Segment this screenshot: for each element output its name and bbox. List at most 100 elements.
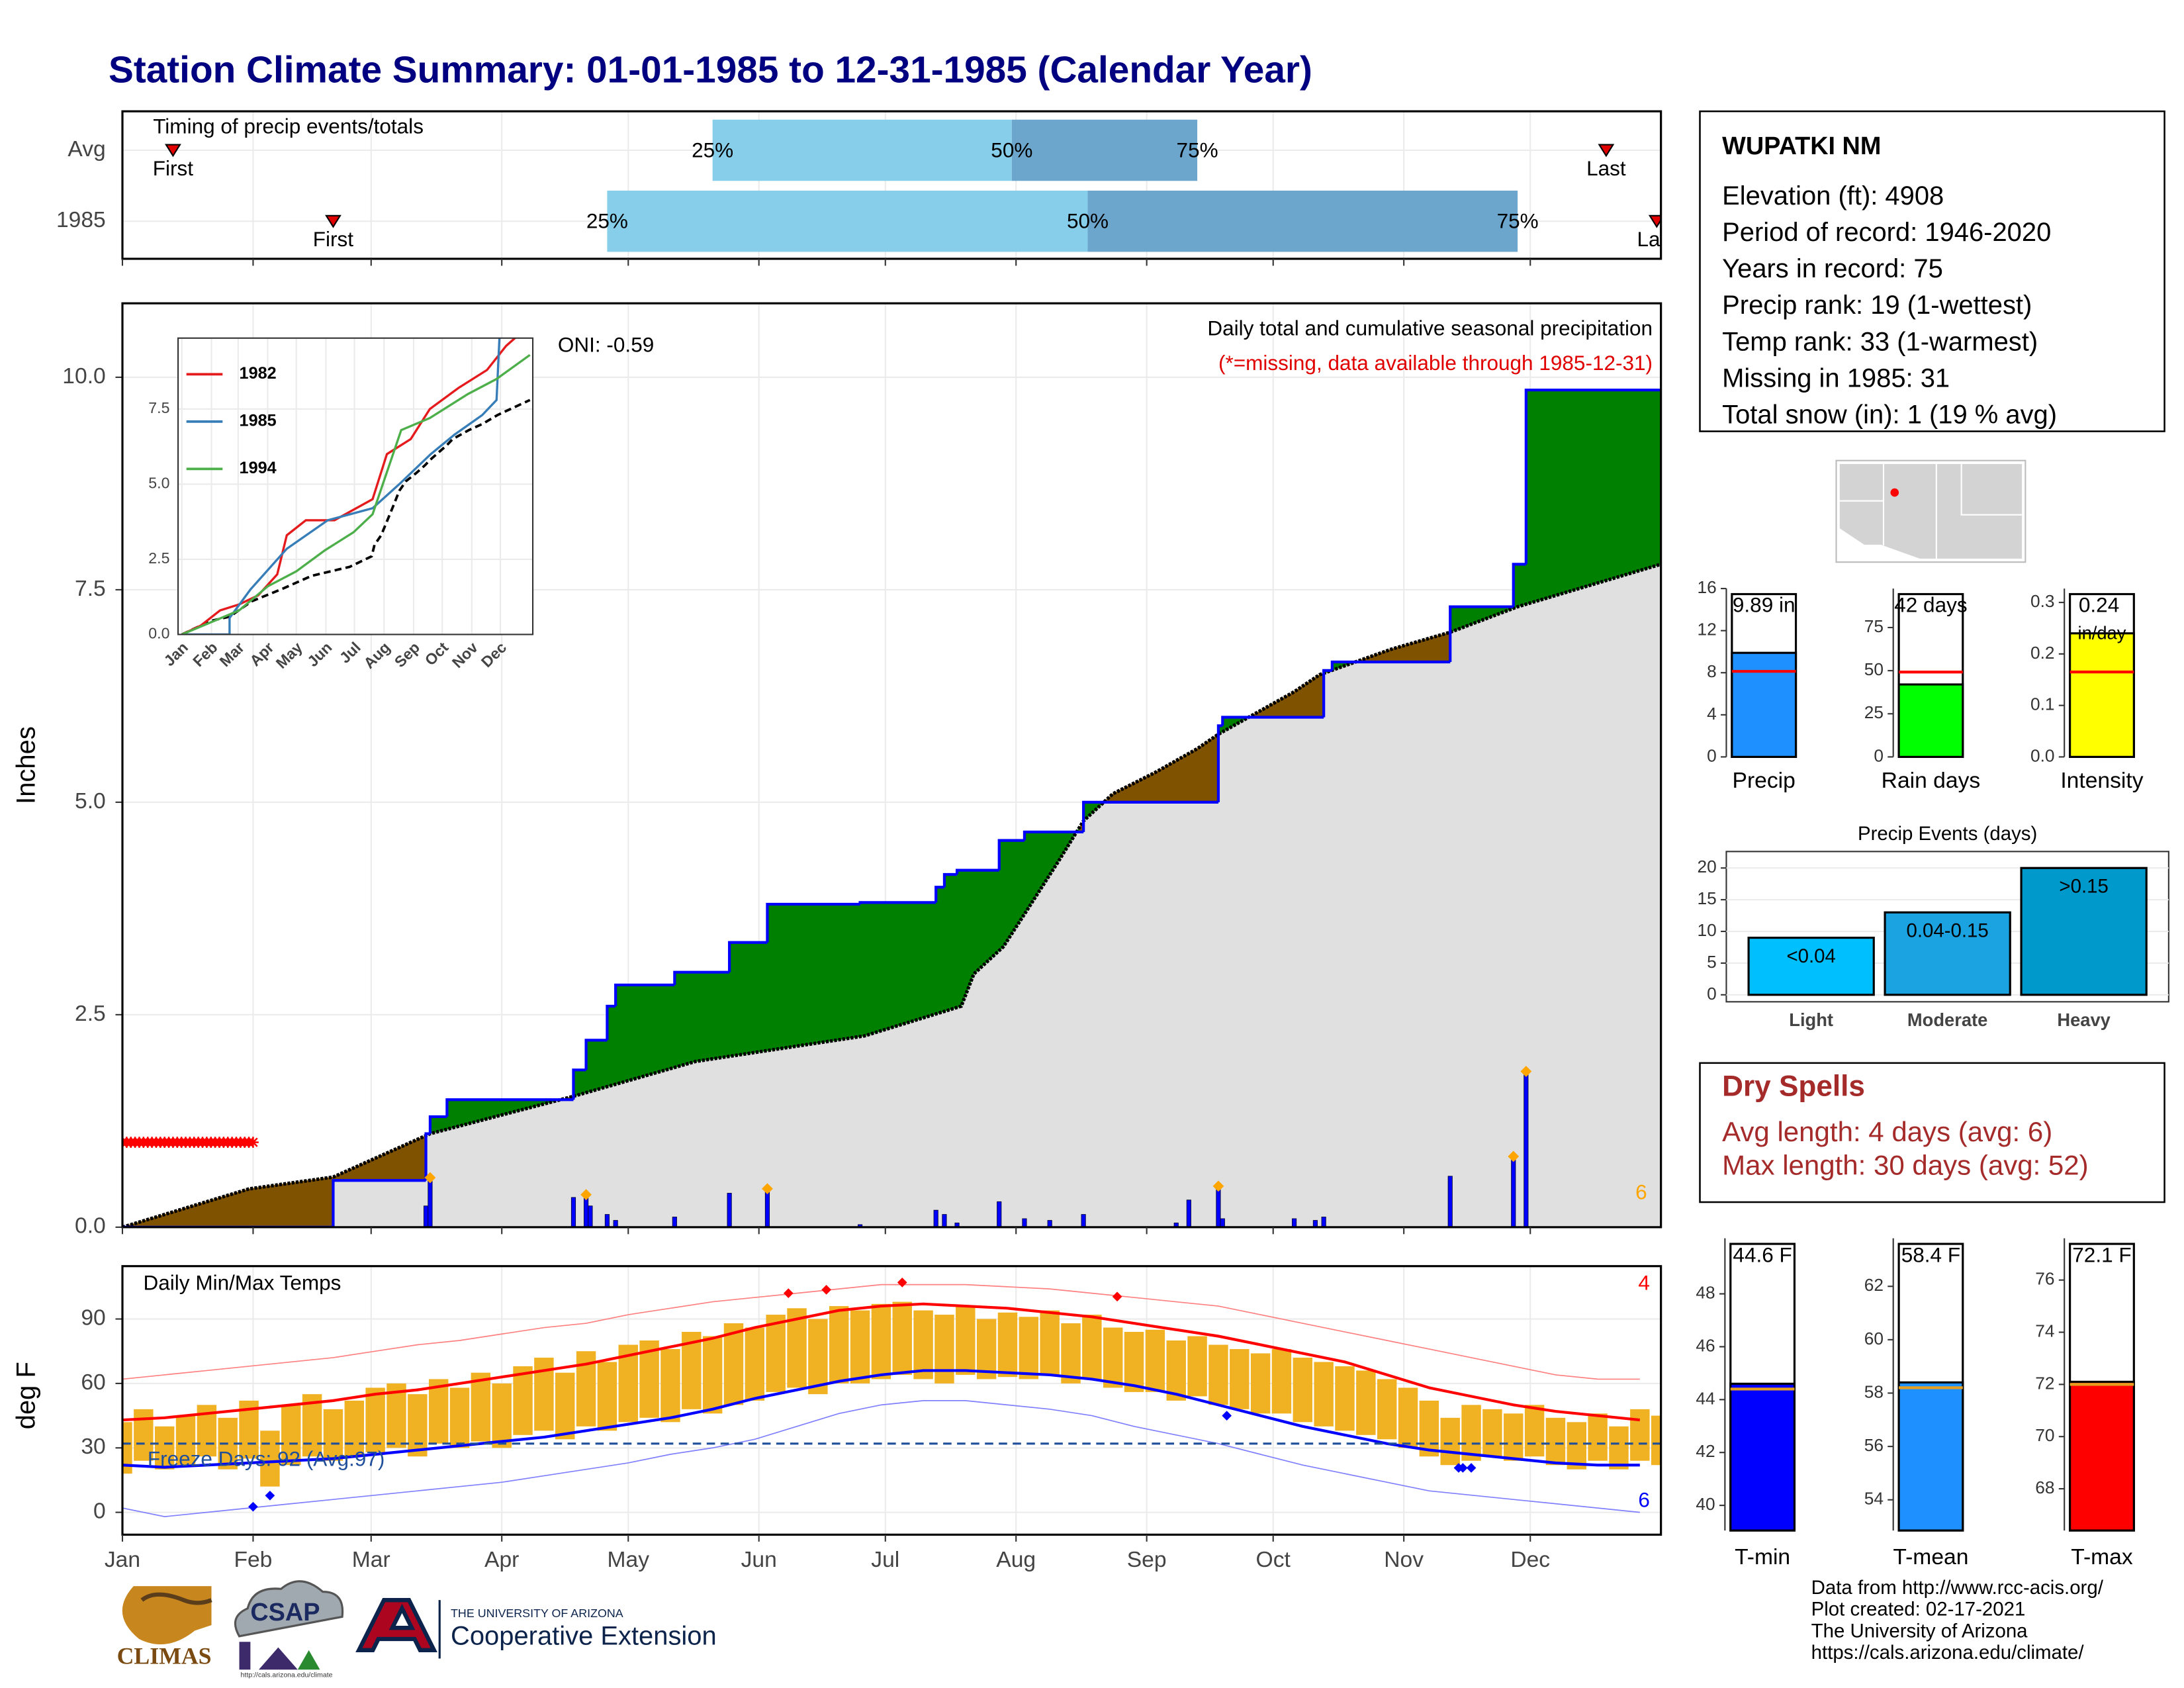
x-tick-label: Nov bbox=[1384, 1548, 1424, 1572]
y-tick-label: 44 bbox=[1696, 1388, 1715, 1408]
cumulative-step bbox=[1216, 724, 1223, 802]
cumulative-step bbox=[858, 901, 936, 904]
avg-min-line bbox=[122, 1369, 1640, 1469]
daily-range-bar bbox=[1356, 1370, 1376, 1435]
percent-label: 25% bbox=[586, 209, 628, 233]
daily-range-bar bbox=[913, 1310, 933, 1380]
record-marker bbox=[783, 1288, 794, 1298]
gauge-bar bbox=[1729, 1382, 1796, 1532]
credit-line: The University of Arizona bbox=[1811, 1620, 2028, 1642]
avg-max-line bbox=[122, 1302, 1641, 1422]
daily-range-bar bbox=[344, 1400, 364, 1457]
record-marker bbox=[248, 1501, 258, 1512]
daily-range-bar bbox=[1166, 1340, 1186, 1401]
daily-range-bar bbox=[1651, 1415, 1661, 1466]
y-tick-label: 5 bbox=[1707, 952, 1717, 972]
dry-spells-title: Dry Spells bbox=[1722, 1070, 1865, 1102]
row-label: 1985 bbox=[56, 208, 106, 232]
daily-range-bar bbox=[281, 1405, 301, 1466]
y-tick-label: 76 bbox=[2035, 1269, 2054, 1289]
daily-range-bar bbox=[1419, 1400, 1439, 1457]
value-label-part: in/day bbox=[2078, 623, 2126, 643]
y-tick-label: 4 bbox=[1707, 704, 1717, 724]
csap-tree bbox=[297, 1650, 320, 1670]
x-tick-label: May bbox=[608, 1548, 650, 1572]
daily-range-bar bbox=[1504, 1413, 1524, 1461]
cumulative-step bbox=[1449, 605, 1514, 663]
station-box bbox=[1699, 110, 2165, 432]
daily-bar bbox=[1047, 1220, 1052, 1227]
cumulative-step bbox=[1023, 830, 1084, 841]
range-bar bbox=[1011, 119, 1198, 181]
y-tick-label: 70 bbox=[2035, 1425, 2054, 1445]
daily-range-bar bbox=[808, 1319, 828, 1395]
y-tick-label: 10 bbox=[1698, 920, 1717, 940]
daily-range-bar bbox=[1019, 1317, 1039, 1380]
cumulative-step bbox=[572, 1068, 586, 1100]
legend-label: 1985 bbox=[240, 412, 277, 430]
inset-panel bbox=[178, 338, 533, 635]
daily-range-bar bbox=[122, 1422, 132, 1474]
inset-y-tick-label: 2.5 bbox=[148, 549, 169, 567]
cumulative-step bbox=[428, 1115, 447, 1134]
dry-spells-lines: Avg length: 4 days (avg: 6)Max length: 3… bbox=[1722, 1116, 2089, 1180]
daily-bar bbox=[1447, 1176, 1453, 1227]
inset-border bbox=[177, 337, 534, 635]
daily-range-bar bbox=[1145, 1329, 1165, 1392]
extreme-count: 6 bbox=[1635, 1180, 1647, 1204]
cumulative-step bbox=[942, 872, 958, 888]
csap-cloud bbox=[234, 1580, 344, 1638]
range-bar bbox=[607, 190, 1088, 252]
daily-bar bbox=[1312, 1220, 1318, 1227]
dry-spell-line: Avg length: 4 days (avg: 6) bbox=[1722, 1116, 2052, 1147]
daily-range-bar bbox=[997, 1312, 1018, 1378]
category-label: Moderate bbox=[1907, 1009, 1987, 1030]
legend-label: 1982 bbox=[240, 364, 277, 383]
percent-label: 75% bbox=[1177, 138, 1218, 162]
daily-bar bbox=[997, 1201, 1002, 1227]
value-label: 58.4 F bbox=[1901, 1243, 1960, 1266]
bar bbox=[2020, 867, 2148, 996]
daily-range-bar bbox=[260, 1430, 280, 1487]
gauge-bar bbox=[1897, 1381, 1964, 1532]
station-line: Period of record: 1946-2020 bbox=[1722, 218, 2051, 247]
cumulative-step bbox=[614, 983, 675, 1007]
daily-range-bar bbox=[1187, 1336, 1207, 1397]
daily-range-bar bbox=[850, 1310, 870, 1383]
y-tick-label: 48 bbox=[1696, 1282, 1715, 1302]
daily-range-bar bbox=[1377, 1379, 1397, 1440]
daily-bar bbox=[1216, 1188, 1221, 1227]
daily-range-bar bbox=[1335, 1366, 1355, 1431]
category-label: T-mean bbox=[1893, 1545, 1968, 1570]
daily-range-bar bbox=[829, 1306, 849, 1383]
cumulative-step bbox=[934, 886, 944, 903]
inset-y-tick-label: 7.5 bbox=[148, 399, 169, 416]
gauge-bar bbox=[2069, 632, 2135, 758]
y-axis-title: deg F bbox=[12, 1362, 41, 1429]
daily-bar bbox=[1022, 1218, 1027, 1227]
panel-border bbox=[121, 110, 1662, 260]
missing-note: (*=missing, data available through 1985-… bbox=[1218, 351, 1653, 375]
x-tick-label: Jul bbox=[871, 1548, 899, 1572]
daily-bar bbox=[1220, 1218, 1225, 1227]
legend-label: 1994 bbox=[240, 459, 277, 477]
cumulative-step bbox=[1082, 800, 1218, 832]
event-label: First bbox=[313, 227, 354, 251]
coop-text: Cooperative Extension bbox=[451, 1621, 717, 1650]
subtitle: Daily total and cumulative seasonal prec… bbox=[1207, 316, 1653, 340]
value-label: 9.89 in bbox=[1733, 593, 1796, 617]
daily-range-bar bbox=[1208, 1344, 1228, 1405]
station-line: Years in record: 75 bbox=[1722, 254, 1943, 283]
category-label: T-max bbox=[2071, 1545, 2133, 1570]
cumulative-step bbox=[955, 868, 999, 875]
y-tick-label: 46 bbox=[1696, 1335, 1715, 1355]
event-marker bbox=[165, 144, 181, 158]
record-marker bbox=[265, 1490, 275, 1501]
event-label: Last bbox=[1637, 227, 1677, 251]
station-dot bbox=[1890, 488, 1899, 497]
daily-bar bbox=[764, 1191, 770, 1227]
extreme-marker bbox=[580, 1189, 592, 1201]
daily-range-bar bbox=[892, 1301, 912, 1375]
credit-line: Data from http://www.rcc-acis.org/ bbox=[1811, 1577, 2104, 1599]
record-count: 6 bbox=[1638, 1487, 1650, 1511]
